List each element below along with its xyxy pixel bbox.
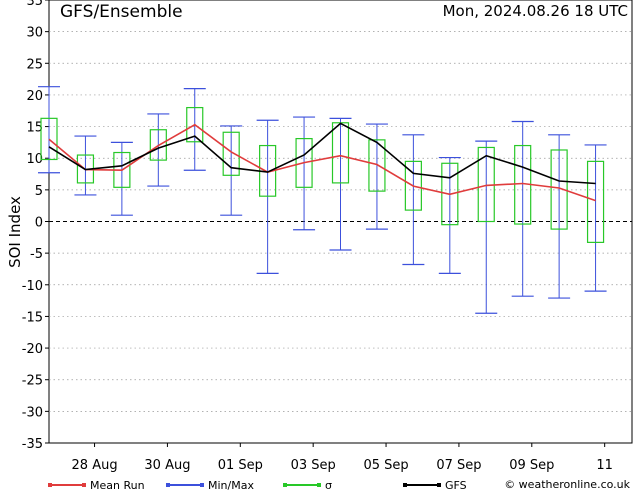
sigma-box: [586, 160, 605, 243]
credit-text: © weatheronline.co.uk: [504, 478, 630, 490]
y-tick-label: -20: [22, 342, 43, 357]
legend-marker-start: [403, 483, 407, 487]
legend-label: Mean Run: [90, 479, 145, 490]
y-tick-label: 15: [26, 121, 43, 136]
legend-label: GFS: [445, 479, 467, 490]
y-tick-label: 5: [35, 184, 43, 199]
legend-marker-end: [437, 483, 441, 487]
sigma-box: [40, 117, 58, 161]
legend-marker-end: [200, 483, 204, 487]
legend-marker-end: [82, 483, 86, 487]
x-tick-label: 03 Sep: [291, 458, 336, 473]
x-tick-label: 01 Sep: [218, 458, 263, 473]
chart-marks: [38, 86, 632, 444]
y-tick-label: -35: [22, 437, 43, 452]
sigma-box: [186, 106, 204, 143]
x-tick-label: 09 Sep: [509, 458, 554, 473]
y-tick-label: -5: [30, 247, 43, 262]
legend: Mean Run Min/Max σ GFS: [48, 479, 467, 490]
sigma-box: [441, 162, 459, 226]
y-tick-label: 10: [26, 152, 43, 167]
x-tick-label: 05 Sep: [363, 458, 408, 473]
mean-run-line: [48, 123, 596, 202]
legend-label: Min/Max: [208, 479, 254, 490]
legend-marker-start: [166, 483, 170, 487]
grid-lines: [49, 31, 632, 412]
run-datetime: Mon, 2024.08.26 18 UTC: [443, 2, 628, 20]
x-tick-label: 30 Aug: [144, 458, 190, 473]
y-tick-label: -25: [22, 374, 43, 389]
x-tick-label: 11: [596, 458, 613, 473]
y-tick-label: -30: [22, 405, 43, 420]
y-tick-label: 35: [26, 0, 43, 9]
legend-label: σ: [325, 479, 332, 490]
y-tick-label: -10: [22, 279, 43, 294]
y-tick-label: 25: [26, 57, 43, 72]
sigma-box: [368, 139, 386, 192]
y-tick-label: 20: [26, 89, 43, 104]
y-tick-label: -15: [22, 310, 43, 325]
x-tick-label: 28 Aug: [72, 458, 118, 473]
sigma-box: [404, 160, 422, 211]
y-axis-ticks: -35 -30 -25 -20 -15 -10 -5 0 5 10 15 20 25 30 35: [22, 0, 49, 452]
legend-marker-end: [317, 483, 321, 487]
legend-marker-start: [48, 483, 52, 487]
y-axis-label: SOI Index: [6, 196, 24, 268]
sigma-box: [295, 137, 313, 188]
y-tick-label: 30: [26, 26, 43, 41]
legend-marker-start: [283, 483, 287, 487]
chart-title: GFS/Ensemble: [60, 2, 183, 22]
sigma-box: [222, 131, 240, 176]
x-axis-ticks: 28 Aug 30 Aug 01 Sep 03 Sep 05 Sep 07 Sep 09 S…: [72, 443, 613, 473]
sigma-box: [550, 149, 568, 230]
y-tick-label: 0: [35, 216, 43, 231]
x-tick-label: 07 Sep: [436, 458, 481, 473]
gfs-line: [48, 122, 596, 185]
